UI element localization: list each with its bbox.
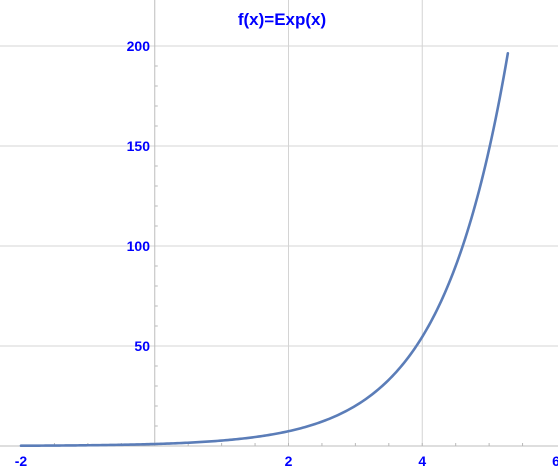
series-layer [19,51,510,448]
grid [0,0,558,446]
y-tick-label: 200 [127,38,151,54]
x-tick-label: 2 [285,453,293,468]
x-tick-label: -2 [15,453,28,468]
tick-labels: -2 2 4 6 50 100 150 200 [15,38,558,468]
y-tick-label: 50 [134,338,150,354]
axes [0,0,558,447]
y-tick-label: 150 [127,138,151,154]
x-tick-label: 4 [418,453,426,468]
chart-title: f(x)=Exp(x) [238,10,326,29]
y-tick-label: 100 [127,238,151,254]
series-line-0 [19,51,510,448]
x-tick-label: 6 [552,453,558,468]
